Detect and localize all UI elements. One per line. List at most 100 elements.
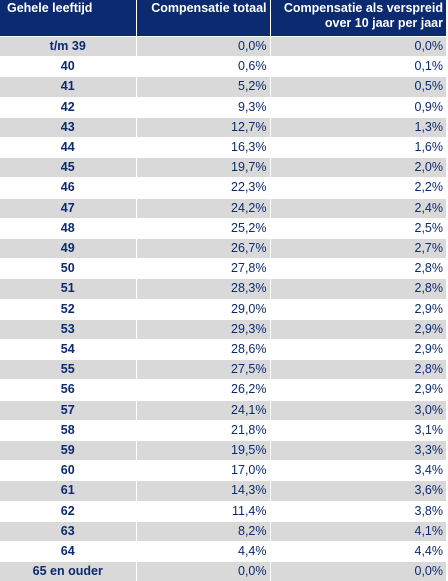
cell-age: 50	[0, 259, 136, 279]
cell-spread: 2,8%	[270, 279, 446, 299]
cell-age: 43	[0, 117, 136, 137]
cell-spread: 0,9%	[270, 97, 446, 117]
cell-age: 51	[0, 279, 136, 299]
cell-spread: 2,9%	[270, 299, 446, 319]
cell-total: 28,6%	[136, 340, 270, 360]
cell-age: 42	[0, 97, 136, 117]
cell-total: 24,2%	[136, 198, 270, 218]
cell-total: 0,0%	[136, 37, 270, 57]
cell-spread: 4,4%	[270, 542, 446, 562]
header-spread-line2: over 10 jaar per jaar	[325, 16, 443, 30]
cell-spread: 2,2%	[270, 178, 446, 198]
cell-spread: 0,0%	[270, 37, 446, 57]
cell-spread: 4,1%	[270, 521, 446, 541]
cell-total: 11,4%	[136, 501, 270, 521]
cell-total: 8,2%	[136, 521, 270, 541]
cell-age: 59	[0, 441, 136, 461]
cell-spread: 2,9%	[270, 319, 446, 339]
cell-total: 21,8%	[136, 420, 270, 440]
header-spread-line1: Compensatie als verspreid	[284, 1, 443, 15]
header-age: Gehele leeftijd	[0, 0, 136, 37]
cell-spread: 2,9%	[270, 380, 446, 400]
cell-age: 57	[0, 400, 136, 420]
cell-total: 17,0%	[136, 461, 270, 481]
cell-age: 53	[0, 319, 136, 339]
cell-total: 12,7%	[136, 117, 270, 137]
cell-age: 65 en ouder	[0, 562, 136, 581]
cell-total: 28,3%	[136, 279, 270, 299]
cell-spread: 1,6%	[270, 138, 446, 158]
cell-total: 26,2%	[136, 380, 270, 400]
cell-total: 24,1%	[136, 400, 270, 420]
cell-total: 0,6%	[136, 57, 270, 77]
cell-spread: 3,0%	[270, 400, 446, 420]
header-row: Gehele leeftijd Compensatie totaal Compe…	[0, 0, 446, 37]
cell-spread: 3,3%	[270, 441, 446, 461]
cell-age: 52	[0, 299, 136, 319]
cell-spread: 3,8%	[270, 501, 446, 521]
cell-age: 40	[0, 57, 136, 77]
cell-total: 25,2%	[136, 218, 270, 238]
cell-age: 54	[0, 340, 136, 360]
cell-total: 26,7%	[136, 239, 270, 259]
cell-total: 4,4%	[136, 542, 270, 562]
cell-age: t/m 39	[0, 37, 136, 57]
cell-age: 61	[0, 481, 136, 501]
cell-spread: 3,4%	[270, 461, 446, 481]
cell-spread: 2,9%	[270, 340, 446, 360]
cell-age: 55	[0, 360, 136, 380]
cell-spread: 2,0%	[270, 158, 446, 178]
cell-spread: 2,8%	[270, 360, 446, 380]
cell-total: 16,3%	[136, 138, 270, 158]
cell-spread: 0,1%	[270, 57, 446, 77]
cell-age: 58	[0, 420, 136, 440]
cell-age: 44	[0, 138, 136, 158]
cell-total: 19,7%	[136, 158, 270, 178]
cell-spread: 2,7%	[270, 239, 446, 259]
cell-spread: 2,5%	[270, 218, 446, 238]
cell-age: 64	[0, 542, 136, 562]
cell-spread: 0,0%	[270, 562, 446, 581]
cell-age: 63	[0, 521, 136, 541]
cell-spread: 2,4%	[270, 198, 446, 218]
cell-total: 27,8%	[136, 259, 270, 279]
header-spread: Compensatie als verspreid over 10 jaar p…	[270, 0, 446, 37]
cell-spread: 0,5%	[270, 77, 446, 97]
cell-age: 56	[0, 380, 136, 400]
cell-age: 46	[0, 178, 136, 198]
cell-total: 29,0%	[136, 299, 270, 319]
cell-age: 60	[0, 461, 136, 481]
cell-total: 14,3%	[136, 481, 270, 501]
cell-spread: 3,1%	[270, 420, 446, 440]
cell-total: 0,0%	[136, 562, 270, 581]
cell-age: 41	[0, 77, 136, 97]
cell-age: 45	[0, 158, 136, 178]
cell-total: 9,3%	[136, 97, 270, 117]
cell-total: 27,5%	[136, 360, 270, 380]
cell-age: 49	[0, 239, 136, 259]
cell-age: 47	[0, 198, 136, 218]
